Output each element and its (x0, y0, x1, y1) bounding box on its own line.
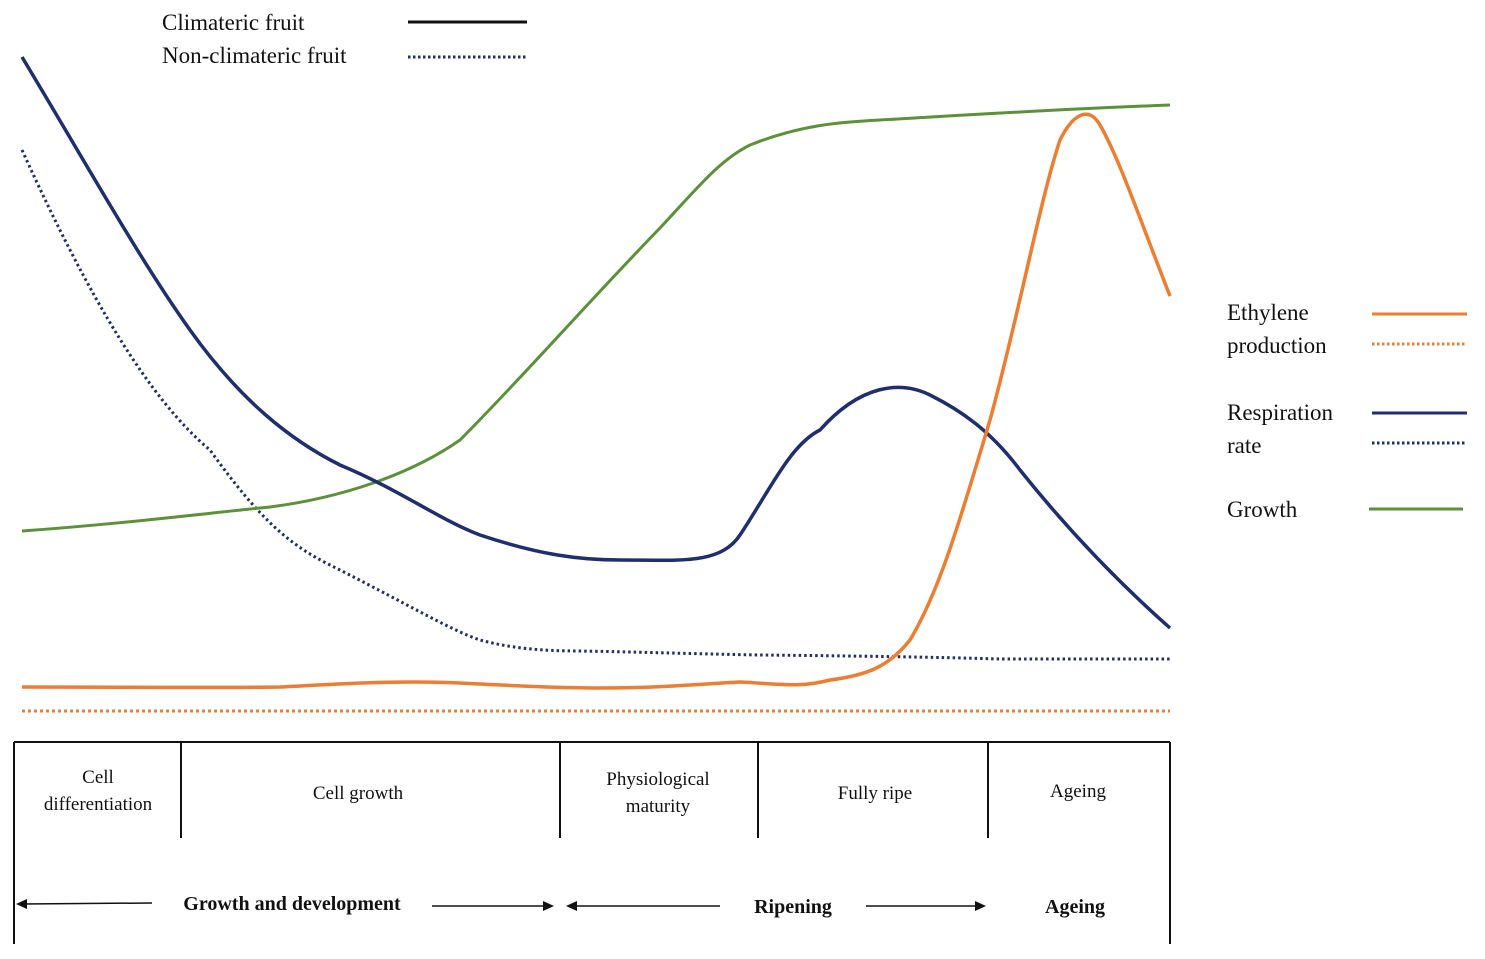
respiration-non-climacteric-line (20, 149, 1170, 661)
stage-fully-ripe: Fully ripe (838, 783, 912, 804)
legend-ethylene-line2: production (1227, 333, 1327, 358)
ripening-arrow-left-head (566, 901, 577, 911)
legend-right: Ethylene production Respiration rate Gro… (1227, 300, 1467, 522)
ethylene-climacteric-line (21, 112, 1172, 690)
legend-ethylene-line1: Ethylene (1227, 300, 1309, 325)
growth-arrow-right-head (543, 901, 554, 911)
legend-respiration-line2: rate (1227, 433, 1261, 458)
stage-cell-differentiation-line1: Cell (82, 767, 114, 788)
phase-ripening-label: Ripening (754, 896, 832, 918)
legend-respiration-line1: Respiration (1227, 400, 1334, 425)
legend-climacteric-label: Climateric fruit (162, 10, 305, 35)
stage-physiological-maturity-line1: Physiological (606, 769, 709, 790)
stage-table: Cell differentiation Cell growth Physiol… (13, 741, 1171, 944)
stage-physiological-maturity-line2: maturity (626, 796, 691, 817)
growth-arrow-left-head (16, 899, 27, 909)
plot-area (20, 56, 1172, 713)
phase-growth-label: Growth and development (183, 893, 401, 915)
phase-ageing-label: Ageing (1045, 896, 1105, 918)
stage-cell-differentiation-line2: differentiation (44, 794, 153, 815)
stage-cell-growth: Cell growth (313, 783, 404, 804)
stage-ageing: Ageing (1050, 781, 1106, 802)
legend-non-climacteric-label: Non-climateric fruit (162, 43, 347, 68)
growth-line (21, 103, 1171, 533)
growth-arrow-left-shaft (21, 902, 153, 905)
legend-growth-label: Growth (1227, 497, 1298, 522)
ripening-arrow-right-head (975, 901, 986, 911)
legend-top: Climateric fruit Non-climateric fruit (162, 10, 527, 68)
respiration-climacteric-line (20, 56, 1172, 630)
